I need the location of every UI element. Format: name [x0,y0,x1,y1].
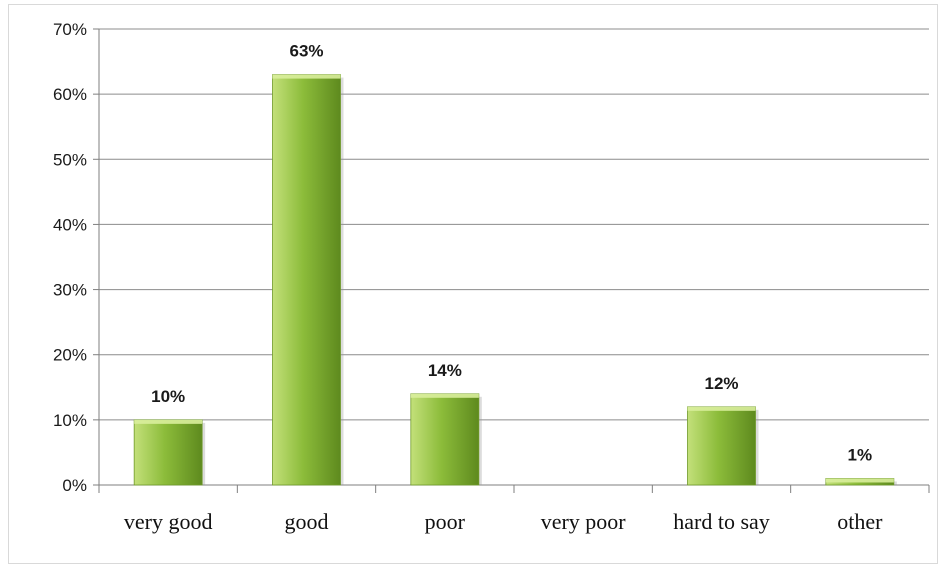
bar-chart: 0% 10% 20% 30% 40% 50% 60% 70% 10% 63% 14% 12% 1% v… [53,20,930,534]
data-label: 14% [428,361,462,380]
chart-frame: 0% 10% 20% 30% 40% 50% 60% 70% 10% 63% 14% 12% 1% v… [8,4,938,564]
bar [825,478,897,486]
x-category-labels: very good good poor very poor hard to say oth… [124,509,883,534]
bar [687,406,759,486]
x-category-label: good [285,509,329,534]
x-category-label: hard to say [673,509,770,534]
bars [133,74,897,486]
axes [93,28,930,493]
bar [272,74,344,486]
y-tick-label: 10% [53,411,87,430]
y-tick-label: 70% [53,20,87,39]
y-tick-label: 40% [53,215,87,234]
x-category-label: poor [425,509,466,534]
data-label: 63% [289,42,323,61]
y-tick-label: 50% [53,150,87,169]
y-tick-label: 60% [53,85,87,104]
bar [410,393,482,486]
x-category-label: other [837,509,883,534]
bar [133,419,206,486]
data-label: 10% [151,387,185,406]
y-tick-label: 20% [53,346,87,365]
data-label: 12% [704,374,738,393]
y-tick-labels: 0% 10% 20% 30% 40% 50% 60% 70% [53,20,87,495]
x-category-label: very poor [541,509,627,534]
data-label: 1% [848,445,873,464]
y-tick-label: 0% [62,476,87,495]
x-category-label: very good [124,509,213,534]
y-tick-label: 30% [53,281,87,300]
gridlines [99,28,929,421]
data-labels: 10% 63% 14% 12% 1% [151,42,872,465]
